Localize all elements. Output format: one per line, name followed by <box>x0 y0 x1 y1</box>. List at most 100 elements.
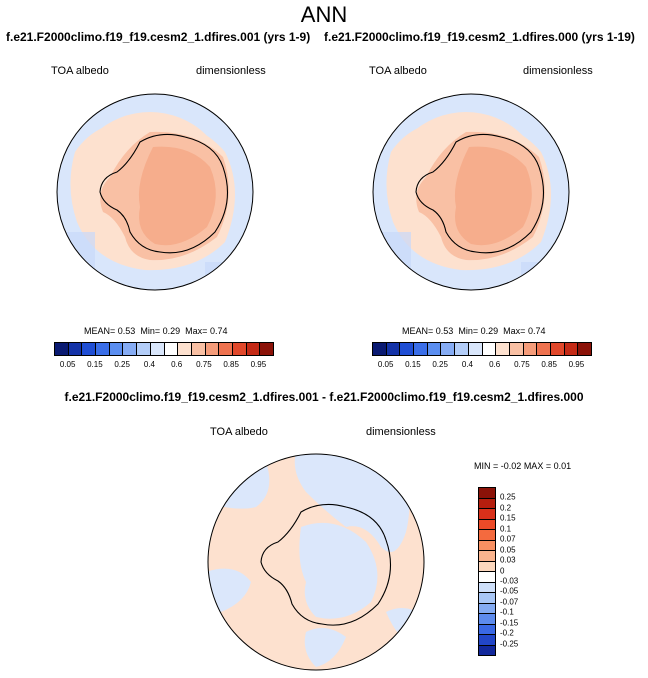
colorbar-tick-label: 0.05 <box>59 360 76 369</box>
colorbar-tick-label: 0.95 <box>250 360 267 369</box>
difference-units-label: dimensionless <box>366 426 436 438</box>
difference-stats: MIN = -0.02 MAX = 0.01 <box>474 461 571 471</box>
colorbar-segment <box>479 488 495 499</box>
max-label: MAX = <box>523 461 552 471</box>
colorbar-tick-label: -0.05 <box>500 586 519 596</box>
panel-2-units-label: dimensionless <box>523 65 593 77</box>
max-value: 0.74 <box>527 326 546 336</box>
colorbar-segment <box>414 343 428 355</box>
colorbar-segment <box>219 343 233 355</box>
colorbar-tick-label: 0.15 <box>87 360 103 369</box>
colorbar-tick-label: -0.1 <box>500 607 514 617</box>
colorbar-segment <box>479 540 495 551</box>
colorbar-tick-label: 0.05 <box>377 360 394 369</box>
colorbar-tick-label: -0.2 <box>500 628 514 638</box>
colorbar-tick-label: -0.07 <box>500 597 519 607</box>
panel-1-units-label: dimensionless <box>196 65 266 77</box>
colorbar-segment <box>150 343 165 355</box>
colorbar-tick-label: 0.25 <box>114 360 130 369</box>
panel-2-colorbar <box>372 342 592 356</box>
max-value: 0.74 <box>209 326 228 336</box>
max-label: Max= <box>185 326 208 336</box>
colorbar-tick-label: 0.75 <box>196 360 212 369</box>
colorbar-segment <box>564 343 579 355</box>
min-label: MIN = <box>474 461 499 471</box>
panel-1-stats: MEAN= 0.53 Min= 0.29 Max= 0.74 <box>84 326 227 336</box>
colorbar-tick-label: 0.05 <box>500 545 516 555</box>
colorbar-segment <box>178 343 192 355</box>
colorbar-segment <box>246 343 261 355</box>
colorbar-segment <box>164 343 179 355</box>
colorbar-segment <box>109 343 124 355</box>
colorbar-segment <box>400 343 415 355</box>
colorbar-segment <box>96 343 110 355</box>
colorbar-segment <box>479 498 495 509</box>
colorbar-tick-label: -0.03 <box>500 576 519 586</box>
colorbar-segment <box>455 343 469 355</box>
difference-colorbar <box>478 487 496 656</box>
mean-label: MEAN= <box>402 326 434 336</box>
colorbar-tick-label: 0.25 <box>500 492 516 502</box>
panel-2-case-title: f.e21.F2000climo.f19_f19.cesm2_1.dfires.… <box>324 30 635 44</box>
colorbar-segment <box>479 645 495 655</box>
colorbar-segment <box>479 519 495 530</box>
panel-1-colorbar <box>54 342 274 356</box>
max-value: 0.01 <box>553 461 572 471</box>
difference-title: f.e21.F2000climo.f19_f19.cesm2_1.dfires.… <box>64 390 584 404</box>
colorbar-segment <box>479 593 495 604</box>
colorbar-segment <box>479 509 495 520</box>
colorbar-segment <box>550 343 565 355</box>
colorbar-segment <box>386 343 401 355</box>
colorbar-tick-label: 0.75 <box>514 360 530 369</box>
colorbar-tick-label: 0.15 <box>405 360 421 369</box>
colorbar-segment <box>232 343 247 355</box>
colorbar-tick-label: -0.15 <box>500 618 519 628</box>
colorbar-tick-label: 0.2 <box>500 503 512 513</box>
mean-label: MEAN= <box>84 326 116 336</box>
colorbar-segment <box>479 603 495 614</box>
colorbar-segment <box>479 551 495 562</box>
colorbar-segment <box>537 343 551 355</box>
panel-2-stats: MEAN= 0.53 Min= 0.29 Max= 0.74 <box>402 326 545 336</box>
colorbar-tick-label: 0 <box>500 566 505 575</box>
mean-value: 0.53 <box>117 326 136 336</box>
colorbar-segment <box>479 561 495 572</box>
colorbar-segment <box>123 343 138 355</box>
colorbar-tick-label: 0.07 <box>500 534 516 544</box>
colorbar-segment <box>82 343 97 355</box>
panel-1-colorbar-ticks: 0.05 0.15 0.25 0.4 0.6 0.75 0.85 0.95 <box>54 360 272 372</box>
panel-2-polar-map <box>372 93 570 291</box>
colorbar-segment <box>55 343 69 355</box>
colorbar-segment <box>479 614 495 625</box>
min-value: 0.29 <box>480 326 499 336</box>
colorbar-segment <box>482 343 497 355</box>
panel-1-case-title: f.e21.F2000climo.f19_f19.cesm2_1.dfires.… <box>6 30 311 44</box>
colorbar-segment <box>205 343 220 355</box>
colorbar-segment <box>441 343 456 355</box>
colorbar-segment <box>191 343 206 355</box>
colorbar-segment <box>479 530 495 541</box>
colorbar-segment <box>373 343 387 355</box>
panel-1-polar-map <box>56 93 254 291</box>
colorbar-tick-label: 0.95 <box>568 360 585 369</box>
main-title: ANN <box>300 2 348 27</box>
mean-value: 0.53 <box>435 326 454 336</box>
colorbar-segment <box>496 343 510 355</box>
panel-2-variable-label: TOA albedo <box>369 65 427 77</box>
colorbar-tick-label: 0.15 <box>500 513 516 523</box>
colorbar-segment <box>578 343 591 355</box>
min-value: -0.02 <box>500 461 522 471</box>
colorbar-segment <box>137 343 151 355</box>
colorbar-tick-label: -0.25 <box>500 639 519 649</box>
colorbar-segment <box>260 343 273 355</box>
panel-1-variable-label: TOA albedo <box>51 65 109 77</box>
colorbar-tick-label: 0.1 <box>500 524 512 534</box>
colorbar-segment <box>509 343 524 355</box>
min-label: Min= <box>458 326 479 336</box>
colorbar-segment <box>468 343 483 355</box>
colorbar-tick-label: 0.85 <box>541 360 557 369</box>
colorbar-tick-label: 0.6 <box>171 360 183 369</box>
colorbar-segment <box>479 572 495 583</box>
max-label: Max= <box>503 326 526 336</box>
colorbar-segment <box>479 624 495 635</box>
